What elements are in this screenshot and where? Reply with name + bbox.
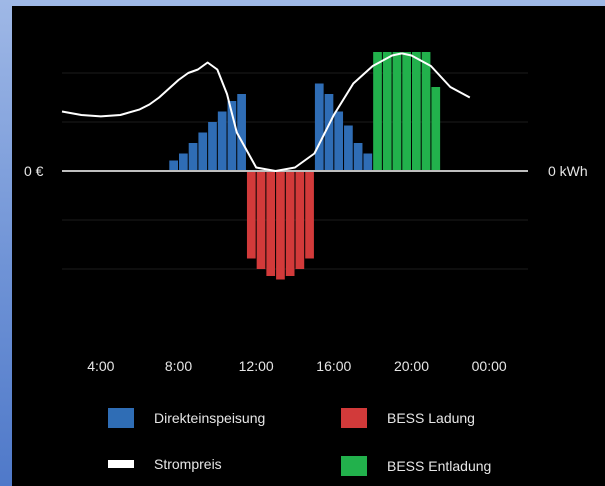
bar-bess-ladung (305, 171, 314, 259)
legend-strompreis: Strompreis (108, 456, 222, 472)
bar-direkteinspeisung (353, 143, 363, 171)
bar-bess-ladung (276, 171, 285, 280)
bar-bess-ladung (266, 171, 276, 276)
bar-direkteinspeisung (217, 111, 227, 171)
legend-label-strompreis: Strompreis (154, 456, 222, 472)
right-axis-label: 0 kWh (548, 163, 588, 179)
bar-bess-entladung (382, 52, 392, 171)
bar-bess-entladung (412, 52, 421, 171)
x-tick-label: 16:00 (316, 358, 351, 374)
bar-bess-ladung (285, 171, 295, 276)
bar-direkteinspeisung (324, 94, 334, 171)
price-line (61, 52, 471, 172)
legend-label-direkteinspeisung: Direkteinspeisung (154, 410, 266, 426)
legend-label-bess-ladung: BESS Ladung (387, 410, 475, 426)
bar-direkteinspeisung (169, 160, 178, 171)
x-tick-label: 00:00 (472, 358, 507, 374)
legend-bess-entladung: BESS Entladung (341, 456, 491, 476)
bar-direkteinspeisung (179, 153, 188, 171)
bar-bess-entladung (421, 52, 431, 171)
bar-bess-entladung (402, 52, 411, 171)
bar-direkteinspeisung (227, 101, 237, 171)
bar-direkteinspeisung (363, 153, 373, 171)
bar-bess-entladung (392, 52, 402, 171)
x-tick-label: 20:00 (394, 358, 429, 374)
x-tick-label: 8:00 (165, 358, 192, 374)
chart-panel: 0 € 0 kWh 4:00 8:00 12:00 16:00 20:00 00:00 Dir… (12, 6, 605, 486)
chart-svg: 0 € 0 kWh 4:00 8:00 12:00 16:00 20:00 00:00 (24, 52, 588, 374)
x-tick-label: 12:00 (239, 358, 274, 374)
bar-bess-entladung (431, 87, 441, 171)
bar-bess-ladung (256, 171, 266, 269)
bar-direkteinspeisung (188, 143, 198, 171)
bar-direkteinspeisung (208, 122, 217, 171)
bar-bess-ladung (246, 171, 256, 259)
legend-swatch-blue (108, 408, 134, 428)
left-axis-label: 0 € (24, 163, 44, 179)
x-tick-label: 4:00 (87, 358, 114, 374)
legend-swatch-red (341, 408, 367, 428)
bar-direkteinspeisung (334, 111, 344, 171)
legend-swatch-green (341, 456, 367, 476)
legend-swatch-white (108, 460, 134, 468)
legend-label-bess-entladung: BESS Entladung (387, 458, 492, 474)
bar-direkteinspeisung (314, 83, 324, 171)
bar-direkteinspeisung (198, 132, 208, 171)
legend-bess-ladung: BESS Ladung (341, 408, 475, 428)
bar-bess-ladung (295, 171, 305, 269)
bar-direkteinspeisung (344, 125, 353, 171)
legend-direkteinspeisung: Direkteinspeisung (108, 408, 265, 428)
bar-direkteinspeisung (237, 94, 246, 171)
bar-bess-entladung (373, 52, 382, 171)
